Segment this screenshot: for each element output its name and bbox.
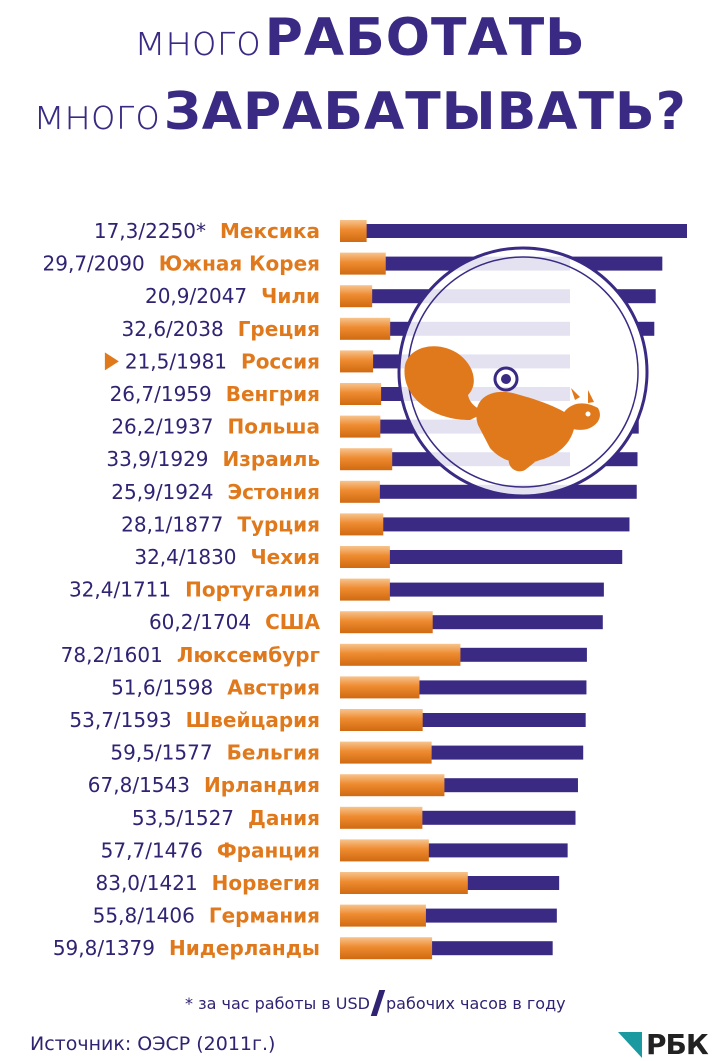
pay-bar (340, 839, 429, 862)
pay-bar (340, 774, 445, 797)
value-label: 25,9/1924 (111, 480, 213, 504)
pay-bar (340, 741, 432, 764)
value-label: 20,9/2047 (145, 284, 247, 308)
country-label: Чехия (251, 545, 320, 569)
value-label: 26,7/1959 (110, 382, 212, 406)
wheel-stripe (399, 321, 570, 336)
value-label: 21,5/1981 (125, 349, 227, 373)
pay-bar (340, 546, 390, 568)
value-label: 28,1/1877 (121, 512, 223, 536)
value-label: 53,5/1527 (132, 806, 234, 830)
pay-bar (340, 904, 426, 927)
pay-bar (340, 415, 381, 438)
footnote-part-2: рабочих часов в году (385, 994, 566, 1013)
value-label: 51,6/1598 (111, 675, 213, 699)
value-label: 67,8/1543 (88, 773, 190, 797)
country-label: Чили (261, 284, 320, 308)
pay-bar (340, 317, 391, 340)
title-bold-1: РАБОТАТЬ (264, 8, 586, 68)
title-bold-2: ЗАРАБАТЫВАТЬ? (163, 82, 687, 142)
labels-layer: Мексика 17,3/2250* Южная Корея 29,7/2090 Чил… (43, 219, 321, 960)
title-line-2: много ЗАРАБАТЫВАТЬ? (0, 82, 720, 142)
pay-bar (340, 611, 433, 634)
pay-bar (340, 480, 380, 503)
hours-bar (340, 517, 630, 532)
value-label: 29,7/2090 (43, 252, 145, 276)
pay-bar (340, 709, 423, 731)
slash-separator (370, 990, 386, 1016)
pay-bar (340, 872, 468, 894)
pay-bar (340, 806, 423, 829)
logo-text: РБК (646, 1028, 709, 1061)
hours-bar (340, 550, 623, 564)
pay-bar (340, 937, 433, 960)
rbk-logo: РБК (618, 1028, 714, 1061)
highlight-triangle-icon (104, 352, 119, 371)
value-label: 60,2/1704 (149, 610, 251, 634)
country-label: Ирландия (204, 773, 320, 797)
country-label: Венгрия (226, 382, 320, 406)
country-label: Польша (227, 415, 320, 439)
title-light-1: много (134, 16, 261, 65)
squirrel-icon (404, 346, 600, 472)
title-line-1: много РАБОТАТЬ (0, 8, 720, 68)
squirrel-wheel-illustration (397, 246, 649, 498)
country-label: Россия (241, 349, 320, 373)
value-label: 59,5/1577 (110, 741, 212, 765)
footnote: * за час работы в USD рабочих часов в год… (185, 990, 566, 1016)
value-label: 78,2/1601 (61, 643, 163, 667)
hours-bar (340, 582, 604, 597)
country-label: США (265, 610, 320, 634)
country-label: Бельгия (227, 741, 320, 765)
country-label: Мексика (220, 219, 320, 243)
country-label: Турция (237, 512, 320, 536)
pay-bar (340, 676, 420, 699)
country-label: Норвегия (212, 871, 320, 895)
pay-bar (340, 252, 386, 275)
value-label: 33,9/1929 (106, 447, 208, 471)
pay-bar (340, 220, 367, 242)
pay-bar (340, 285, 373, 308)
value-label: 83,0/1421 (96, 871, 198, 895)
country-label: Австрия (227, 675, 320, 699)
pay-bar (340, 350, 374, 373)
country-label: Германия (209, 904, 320, 928)
pay-bar (340, 513, 384, 536)
wheel-stripe (399, 289, 570, 304)
pay-bar (340, 643, 461, 666)
pay-bar (340, 383, 382, 405)
country-label: Дания (248, 806, 320, 830)
value-label: 53,7/1593 (69, 708, 171, 732)
value-label: 17,3/2250* (94, 219, 206, 243)
footnote-part-1: * за час работы в USD (185, 994, 370, 1013)
value-label: 55,8/1406 (93, 904, 195, 928)
value-label: 59,8/1379 (53, 936, 155, 960)
value-label: 26,2/1937 (111, 415, 213, 439)
logo-mark-icon (618, 1032, 642, 1058)
country-label: Южная Корея (159, 252, 320, 276)
title-light-2: много (33, 90, 160, 139)
source-note: Источник: ОЭСР (2011г.) (30, 1033, 276, 1055)
country-label: Люксембург (177, 643, 320, 667)
country-label: Эстония (227, 480, 320, 504)
bar-chart: Мексика 17,3/2250* Южная Корея 29,7/2090 Чил… (43, 219, 687, 960)
country-label: Швейцария (186, 708, 320, 732)
country-label: Израиль (223, 447, 320, 471)
hours-bar (340, 224, 687, 238)
country-label: Греция (238, 317, 320, 341)
value-label: 32,4/1830 (134, 545, 236, 569)
value-label: 57,7/1476 (101, 838, 203, 862)
value-label: 32,4/1711 (69, 578, 171, 602)
value-label: 32,6/2038 (122, 317, 224, 341)
country-label: Франция (217, 838, 320, 862)
country-label: Нидерланды (169, 936, 320, 960)
pay-bar (340, 448, 393, 471)
country-label: Португалия (185, 578, 320, 602)
pay-bar (340, 578, 390, 601)
